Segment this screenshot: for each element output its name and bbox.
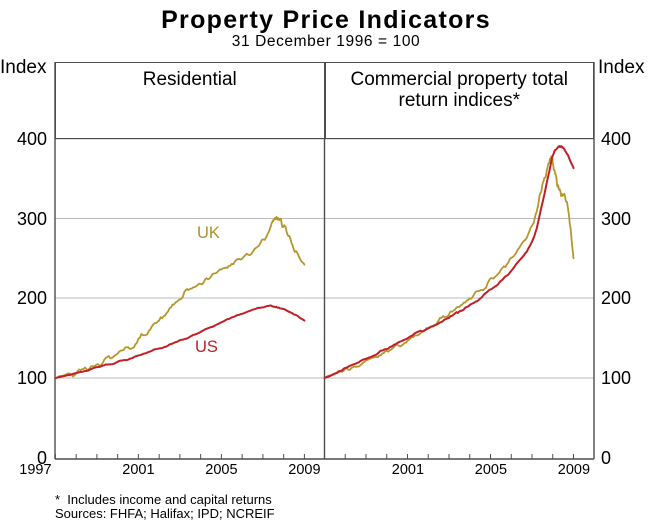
svg-text:UK: UK (197, 224, 220, 242)
svg-text:US: US (195, 338, 218, 356)
